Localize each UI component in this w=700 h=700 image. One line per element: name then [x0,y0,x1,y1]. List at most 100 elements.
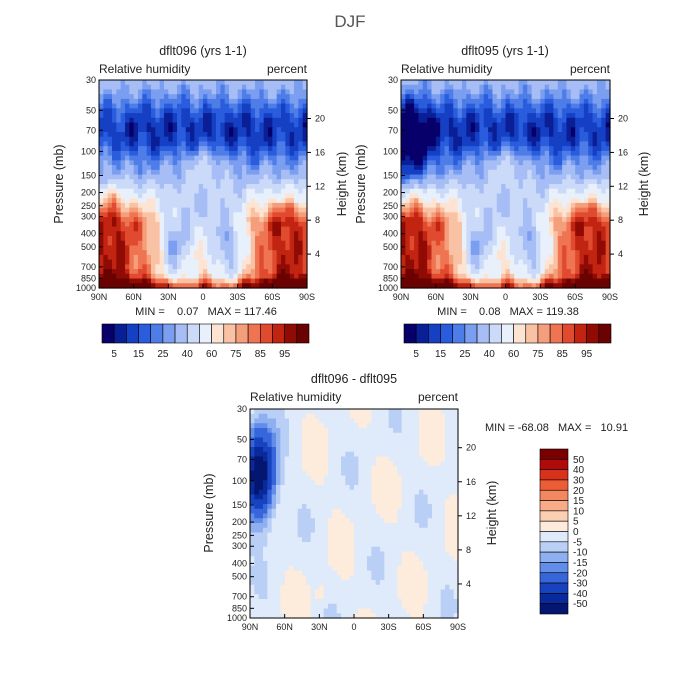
panel-b-heatmap-cell [448,202,454,209]
panel-a-heatmap-cell [289,226,295,232]
panel-b-heatmap-cell [427,207,433,213]
panel-b-heatmap-cell [588,132,594,138]
panel-b-heatmap-cell [414,127,420,133]
panel-a-heatmap-cell [281,250,286,256]
panel-b-heatmap-cell [601,94,607,100]
panel-b-heatmap-cell [588,226,594,232]
panel-b-heatmap-cell [509,217,515,223]
panel-a-heatmap-cell [194,193,200,199]
panel-b-heatmap-cell [557,150,563,157]
panel-a-heatmap-cell [159,226,165,232]
panel-a-heatmap-cell [229,160,234,166]
panel-a-heatmap-cell [138,94,143,100]
panel-b-heatmap-cell [553,141,559,147]
panel-b-heatmap-cell [440,150,446,157]
panel-b-heatmap-cell [514,207,520,213]
panel-c-heatmap-cell [284,466,290,472]
panel-b-heatmap-cell [466,89,472,95]
panel-a-heatmap-cell [233,221,239,228]
panel-b-heatmap-cell [522,217,528,223]
panel-b-heatmap-cell [401,179,406,185]
panel-c-heatmap-cell [315,413,320,420]
panel-a-heatmap-cell [250,184,256,190]
panel-c-heatmap-cell [319,418,325,424]
panel-a-heatmap-cell [276,132,282,138]
panel-b-heatmap-cell [492,160,498,166]
panel-b-heatmap-cell [522,141,528,147]
panel-b-heatmap-cell [583,217,589,223]
panel-a-heatmap-cell [164,165,169,171]
panel-a-heatmap-cell [242,231,247,237]
panel-b-heatmap-cell [514,254,520,261]
panel-b-heatmap-cell [492,254,498,261]
panel-a-heatmap-cell [263,150,269,157]
panel-b-heatmap-cell [540,141,546,147]
panel-c-heatmap-cell [375,409,381,415]
panel-b-heatmap-cell [470,155,476,161]
panel-b-heatmap-cell [466,240,472,247]
panel-b-heatmap-cell [479,254,485,261]
panel-a-heatmap-cell [259,136,265,143]
panel-a-heatmap-cell [194,273,200,280]
panel-b-heatmap-cell [418,80,424,86]
panel-b-heatmap-cell [527,141,533,147]
panel-b-ytick-label: 400 [383,229,398,239]
panel-b-heatmap-cell [557,264,563,270]
panel-b-heatmap-cell [518,259,524,265]
panel-b-heatmap-cell [535,212,541,218]
panel-b-heatmap-cell [492,155,498,161]
panel-a-heatmap-cell [142,207,148,213]
panel-c-heatmap-cell [306,466,312,472]
panel-a-heatmap-cell [298,146,304,152]
panel-b-heatmap-cell [453,89,459,95]
panel-a-heatmap-cell [233,132,239,138]
panel-b-heatmap-cell [418,207,424,213]
panel-c-heatmap-cell [380,437,385,443]
panel-b-heatmap-cell [431,250,437,256]
panel-b-heatmap-cell [435,108,441,114]
panel-b-heatmap-cell [514,136,520,143]
panel-a-heatmap-cell [246,132,252,138]
panel-a-heatmap-cell [159,184,165,190]
panel-a-heatmap-cell [246,103,252,109]
panel-a-heatmap-cell [107,103,113,109]
panel-b-heatmap-cell [457,132,463,138]
panel-b-heatmap-cell [540,165,546,171]
panel-c-heatmap-cell [397,418,403,424]
panel-b-heatmap-cell [549,136,554,143]
panel-a-heatmap-cell [120,146,126,152]
panel-a-heatmap-cell [112,193,117,199]
panel-a-heatmap-cell [285,198,291,204]
panel-b-heatmap-cell [475,132,480,138]
panel-a-heatmap-cell [172,231,178,237]
panel-b-heatmap-cell [557,146,563,152]
panel-b-heatmap-cell [601,150,607,157]
panel-a-heatmap-cell [112,221,117,228]
panel-a-heatmap-cell [120,155,126,161]
panel-a-heatmap-cell [164,169,169,176]
panel-a-heatmap-cell [138,117,143,124]
panel-a-heatmap-cell [207,84,213,91]
panel-c-heatmap-cell [302,442,307,448]
panel-a-heatmap-cell [289,89,295,95]
panel-a-heatmap-cell [268,245,273,251]
panel-b-heatmap-cell [570,80,576,86]
panel-a-heatmap-cell [198,198,204,204]
panel-a-heatmap-cell [276,226,282,232]
panel-a-heatmap-cell [211,113,217,119]
panel-a-heatmap-cell [185,236,191,242]
panel-a-heatmap-cell [142,146,148,152]
panel-a-heatmap-cell [237,108,243,114]
panel-b-heatmap-cell [496,174,502,180]
panel-b-heatmap-cell [514,212,520,218]
panel-b-heatmap-cell [492,141,498,147]
panel-a-heatmap-cell [302,174,308,180]
panel-a-heatmap-cell [255,108,260,114]
panel-b-heatmap-cell [553,221,559,228]
panel-b-heatmap-cell [544,184,550,190]
panel-a-heatmap-cell [194,122,200,128]
panel-a-heatmap-cell [263,269,269,275]
panel-b-heatmap-cell [501,103,507,109]
panel-b-heatmap-cell [453,132,459,138]
panel-b-heatmap-cell [483,207,489,213]
